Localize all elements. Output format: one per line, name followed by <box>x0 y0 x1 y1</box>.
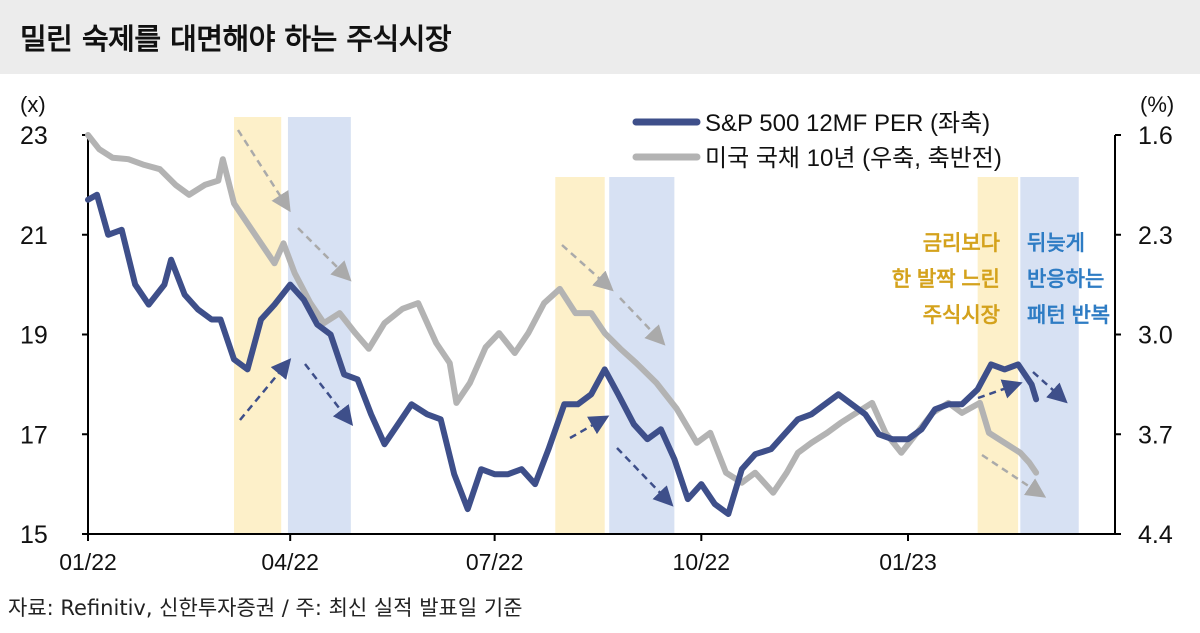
left-tick-label: 23 <box>20 122 48 150</box>
per-trend-arrow <box>1032 371 1068 404</box>
per-trend-arrow <box>616 447 674 507</box>
x-tick-label: 01/23 <box>879 549 937 575</box>
yield-trend-arrow <box>619 297 666 346</box>
yield-trend-arrow <box>561 244 614 292</box>
right-tick-label: 2.3 <box>1138 222 1173 250</box>
right-tick-label: 4.4 <box>1138 521 1173 549</box>
left-axis-unit: (x) <box>20 92 46 117</box>
page-title: 밀린 숙제를 대면해야 하는 주식시장 <box>20 22 452 56</box>
per-trend-arrow <box>304 363 354 426</box>
lag-note-line: 금리보다 <box>923 232 1001 255</box>
right-tick-label: 1.6 <box>1138 122 1173 150</box>
legend-entry: 미국 국채 10년 (우축, 축반전) <box>705 145 1002 172</box>
x-tick-label: 04/22 <box>261 549 319 575</box>
left-tick-label: 17 <box>20 421 48 449</box>
x-tick-label: 10/22 <box>673 549 731 575</box>
title-bar: 밀린 숙제를 대면해야 하는 주식시장 <box>0 0 1200 74</box>
shaded-bands <box>234 117 1079 534</box>
lag-band <box>555 177 605 534</box>
per-trend-arrow <box>569 415 610 440</box>
right-tick-label: 3.0 <box>1138 322 1173 350</box>
react-note-line: 반응하는 <box>1027 268 1104 291</box>
left-tick-label: 19 <box>20 322 48 350</box>
yield-trend-arrow <box>981 453 1047 498</box>
series-lines <box>85 132 1040 517</box>
legend: S&P 500 12MF PER (좌축) 미국 국채 10년 (우축, 축반전) <box>632 110 1002 172</box>
left-tick-label: 21 <box>20 222 48 250</box>
right-tick-label: 3.7 <box>1138 421 1173 449</box>
react-band <box>609 177 675 534</box>
react-note-line: 뒤늦게 <box>1027 232 1085 255</box>
lag-note-line: 한 발짝 느린 <box>892 268 1000 291</box>
yield-trend-arrow <box>236 129 291 213</box>
axes: 23 21 19 17 15 1.6 2.3 3.0 3.7 4.4 (x) (%) 01/22 04/2… <box>20 92 1174 575</box>
x-tick-label: 07/22 <box>466 549 524 575</box>
trend-arrows <box>236 129 1068 507</box>
right-axis-unit: (%) <box>1140 92 1174 117</box>
react-note-line: 패턴 반복 <box>1027 304 1110 327</box>
react-band <box>1020 177 1079 534</box>
left-tick-label: 15 <box>20 521 48 549</box>
per-series-line <box>85 191 1040 517</box>
x-tick-label: 01/22 <box>59 549 117 575</box>
lag-note-line: 주식시장 <box>923 304 1000 327</box>
lag-band <box>977 177 1019 534</box>
per-trend-arrow <box>239 358 292 421</box>
legend-entry: S&P 500 12MF PER (좌축) <box>705 110 990 137</box>
source-note: 자료: Refinitiv, 신한투자증권 / 주: 최신 실적 발표일 기준 <box>8 596 523 620</box>
